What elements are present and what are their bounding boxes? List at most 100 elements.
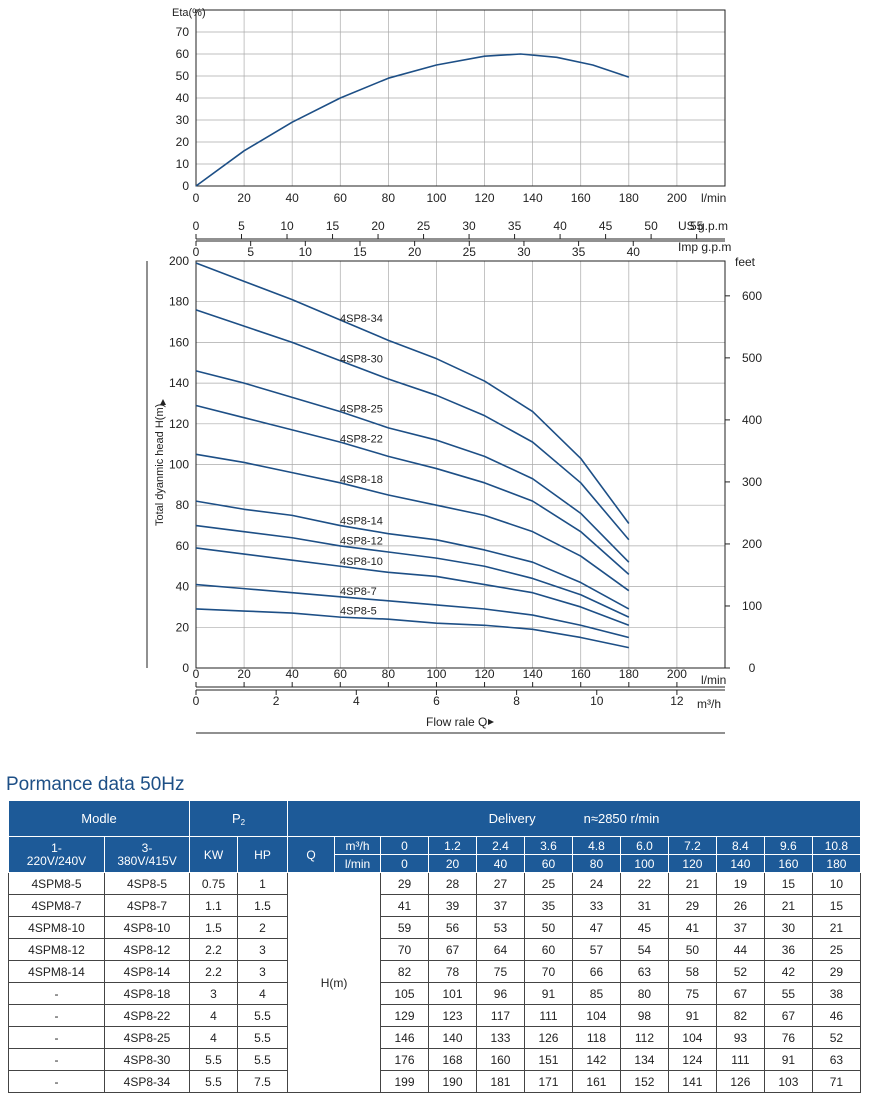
- axis-tick-label: 15: [326, 219, 340, 233]
- header-m3h-value: 9.6: [763, 836, 813, 855]
- head-value-cell: 39: [428, 894, 477, 917]
- axis-tick-label: 80: [382, 667, 396, 681]
- hp-cell: 1.5: [237, 894, 289, 917]
- header-m3h-value: 4.8: [571, 836, 621, 855]
- head-value-cell: 25: [811, 938, 862, 961]
- y-tick-label: 0: [182, 661, 189, 675]
- axis-tick-label: 6: [433, 694, 440, 708]
- axis-tick-label: 35: [572, 245, 586, 259]
- header-modle: Modle: [7, 800, 191, 837]
- kw-cell: 1.1: [189, 894, 239, 917]
- hp-cell: 7.5: [237, 1070, 289, 1093]
- head-value-cell: 75: [667, 982, 717, 1005]
- head-curve: [195, 404, 630, 575]
- head-curve: [195, 262, 630, 524]
- hp-cell: 3: [237, 938, 289, 961]
- head-value-cell: 118: [571, 1026, 621, 1049]
- model-1phase-cell: 4SPM8-14: [8, 960, 105, 983]
- feet-tick-label: 300: [742, 475, 762, 489]
- head-value-cell: 67: [763, 1004, 813, 1027]
- header-m3h-value: 1.2: [428, 836, 477, 855]
- axis-tick-label: 20: [371, 219, 385, 233]
- head-value-cell: 190: [428, 1070, 477, 1093]
- series-label: 4SP8-25: [340, 404, 383, 416]
- feet-tick-label: 500: [742, 351, 762, 365]
- header-lmin-value: 160: [763, 854, 813, 873]
- head-value-cell: 71: [811, 1070, 862, 1093]
- efficiency-grid: [196, 10, 725, 186]
- axis-tick-label: 0: [193, 667, 200, 681]
- kw-cell: 0.75: [189, 872, 239, 895]
- impgpm-ticks: 0 5 10 15 20 25 30 35 40: [193, 241, 640, 259]
- head-value-cell: 46: [811, 1004, 862, 1027]
- head-value-cell: 168: [428, 1048, 477, 1071]
- head-value-cell: 33: [571, 894, 621, 917]
- axis-tick-label: 35: [508, 219, 522, 233]
- axis-tick-label: 120: [475, 667, 495, 681]
- kw-cell: 4: [189, 1026, 239, 1049]
- model-3phase-cell: 4SP8-18: [103, 982, 191, 1005]
- model-3phase-cell: 4SP8-10: [103, 916, 191, 939]
- head-value-cell: 52: [811, 1026, 862, 1049]
- performance-table: Modle P2 Delivery n≈2850 r/min 1- 220V/24…: [7, 800, 862, 1093]
- head-value-cell: 93: [715, 1026, 765, 1049]
- axis-tick-label: 12: [670, 694, 684, 708]
- head-value-cell: 15: [811, 894, 862, 917]
- usgpm-ticks: 0 5 10 15 20 25 30 35 40 45 50 55: [193, 219, 704, 239]
- header-delivery: Delivery n≈2850 r/min: [287, 800, 861, 837]
- header-m3h-value: 0: [380, 836, 429, 855]
- header-p2: P2: [189, 800, 289, 837]
- header-hp: HP: [237, 836, 289, 873]
- efficiency-line: [195, 53, 630, 187]
- head-series-labels: 4SP8-34 4SP8-30 4SP8-25 4SP8-22 4SP8-18 4SP8-…: [340, 313, 383, 618]
- head-value-cell: 76: [763, 1026, 813, 1049]
- model-1phase-cell: -: [8, 982, 105, 1005]
- y-tick-label: 70: [176, 25, 190, 39]
- head-value-cell: 53: [475, 916, 525, 939]
- efficiency-x-unit: l/min: [701, 191, 726, 205]
- model-1phase-cell: -: [8, 1026, 105, 1049]
- header-row-1: Modle P2 Delivery n≈2850 r/min: [7, 800, 861, 837]
- head-value-cell: 75: [475, 960, 525, 983]
- feet-tick-label: 0: [749, 661, 756, 675]
- head-value-cell: 80: [619, 982, 669, 1005]
- head-value-cell: 52: [715, 960, 765, 983]
- model-1phase-cell: 4SPM8-10: [8, 916, 105, 939]
- header-q: Q: [287, 836, 336, 873]
- y-tick-label: 120: [169, 417, 189, 431]
- usgpm-axis: 0 5 10 15 20 25 30 35 40 45 50 55 US g.p.m: [193, 219, 728, 240]
- axis-tick-label: 10: [590, 694, 604, 708]
- header-speed: n≈2850 r/min: [583, 811, 660, 826]
- head-value-cell: 117: [475, 1004, 525, 1027]
- head-value-cell: 24: [571, 872, 621, 895]
- head-value-cell: 38: [811, 982, 862, 1005]
- axis-tick-label: 0: [193, 694, 200, 708]
- impgpm-unit: Imp g.p.m: [678, 240, 731, 254]
- head-value-cell: 98: [619, 1004, 669, 1027]
- x-tick-label: 40: [286, 191, 300, 205]
- head-curve: [195, 453, 630, 592]
- axis-tick-label: 25: [417, 219, 431, 233]
- y-tick-label: 10: [176, 157, 190, 171]
- head-curve: [195, 583, 630, 639]
- head-value-cell: 70: [380, 938, 429, 961]
- table-row: -4SP8-30 5.5 5.5 176 168 160 151 142 134 124 111 91…: [8, 1048, 862, 1071]
- head-value-cell: 181: [475, 1070, 525, 1093]
- head-value-cell: 133: [475, 1026, 525, 1049]
- head-value-cell: 37: [715, 916, 765, 939]
- axis-tick-label: 40: [553, 219, 567, 233]
- table-row: 4SPM8-10 4SP8-10 1.5 2 59 56 53 50 47 45 41 37 30 21: [8, 916, 862, 939]
- head-value-cell: 26: [715, 894, 765, 917]
- head-value-cell: 41: [667, 916, 717, 939]
- head-value-cell: 199: [380, 1070, 429, 1093]
- table-row: 4SPM8-7 4SP8-7 1.1 1.5 41 39 37 35 33 31 29 26 21 15: [8, 894, 862, 917]
- head-value-cell: 104: [571, 1004, 621, 1027]
- axis-tick-label: 30: [517, 245, 531, 259]
- hp-cell: 4: [237, 982, 289, 1005]
- header-lmin-value: 180: [811, 854, 862, 873]
- model-1phase-cell: 4SPM8-7: [8, 894, 105, 917]
- axis-tick-label: 140: [523, 667, 543, 681]
- kw-cell: 2.2: [189, 938, 239, 961]
- head-curve: [195, 524, 630, 618]
- kw-cell: 3: [189, 982, 239, 1005]
